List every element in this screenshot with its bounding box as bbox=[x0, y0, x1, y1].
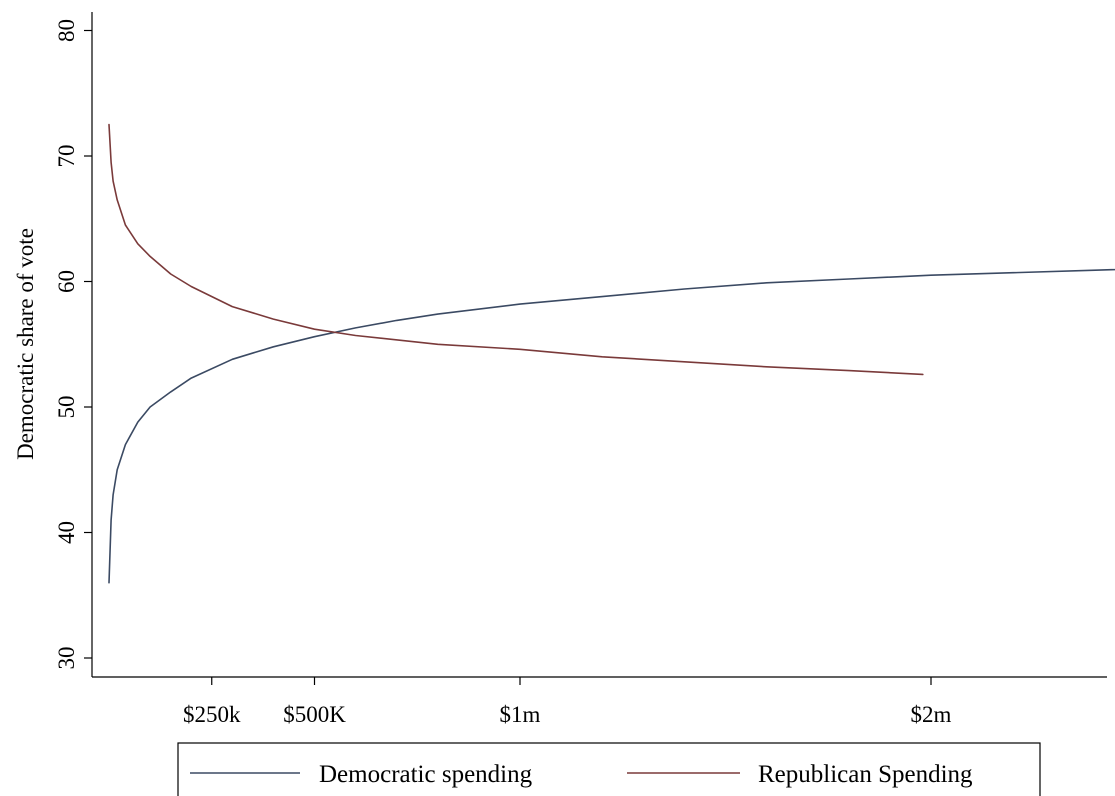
series-layer bbox=[108, 123, 1115, 584]
y-tick-label: 80 bbox=[54, 19, 79, 42]
x-tick-label: $2m bbox=[911, 702, 952, 727]
y-axis-title: Democratic share of vote bbox=[13, 228, 38, 460]
republican-spending-line bbox=[108, 123, 924, 376]
democratic-spending-line bbox=[108, 268, 1115, 584]
y-tick-label: 40 bbox=[54, 521, 79, 544]
y-ticks: 30 40 50 60 70 80 bbox=[54, 19, 92, 670]
x-tick-label: $500K bbox=[283, 702, 346, 727]
x-tick-label: $250k bbox=[183, 702, 241, 727]
y-tick-label: 60 bbox=[54, 270, 79, 293]
x-ticks: $250k $500K $1m $2m bbox=[183, 677, 952, 727]
y-tick-label: 30 bbox=[54, 647, 79, 670]
y-tick-label: 50 bbox=[54, 396, 79, 419]
y-tick-label: 70 bbox=[54, 145, 79, 168]
x-tick-label: $1m bbox=[500, 702, 541, 727]
axes bbox=[91, 12, 1107, 678]
legend-box bbox=[177, 742, 1041, 796]
legend-label-republican: Republican Spending bbox=[758, 761, 973, 788]
legend-label-democratic: Democratic spending bbox=[319, 761, 533, 788]
legend: Democratic spending Republican Spending bbox=[177, 742, 1041, 796]
